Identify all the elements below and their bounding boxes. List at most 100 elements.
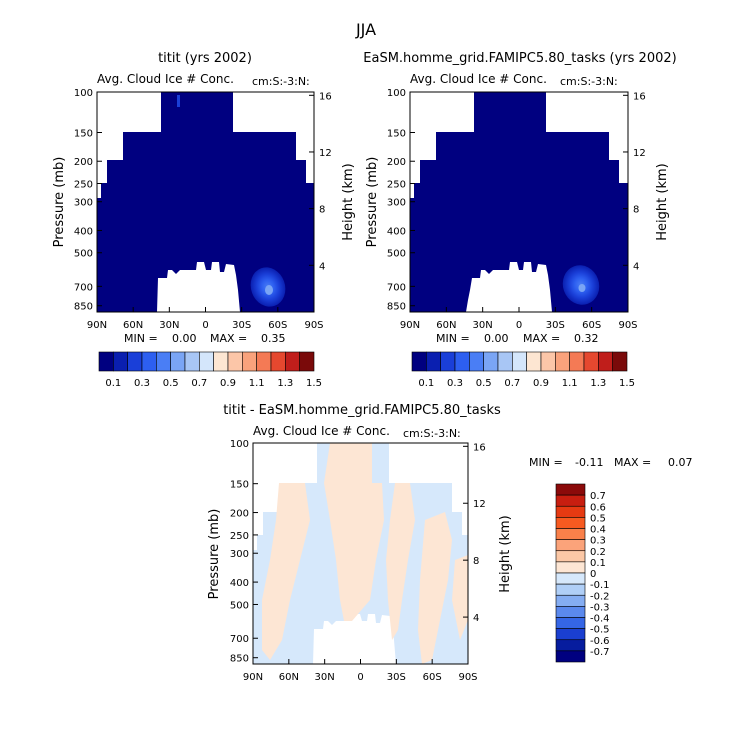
colorbar-swatch	[555, 639, 586, 652]
colorbar-label: 0.5	[163, 378, 179, 389]
colorbar-label: -0.4	[590, 614, 610, 625]
y-tick-label: 500	[230, 600, 249, 611]
panel-1-x-ticks: 90N 60N 30N 0 30S 60S 90S	[87, 307, 324, 331]
panel-1-y-right-ticks: 16 12 8 4	[309, 91, 332, 272]
y-tick-label: 100	[230, 439, 249, 450]
y-tick-label: 300	[387, 198, 406, 209]
panel-2-colorbar: 0.1 0.3 0.5 0.7 0.9 1.1 1.3 1.5	[411, 351, 635, 389]
y-right-tick-label: 8	[633, 205, 639, 216]
colorbar-swatch	[270, 351, 286, 372]
panel-2-min-value: 0.00	[484, 332, 509, 345]
colorbar-swatch	[555, 483, 586, 496]
colorbar-swatch	[497, 351, 513, 372]
y-right-tick-label: 8	[319, 205, 325, 216]
y-tick-label: 300	[230, 549, 249, 560]
panel-1-max-value: 0.35	[261, 332, 286, 345]
panel-3-min-value: -0.11	[575, 456, 603, 469]
y-tick-label: 400	[74, 226, 93, 237]
colorbar-swatch	[583, 351, 599, 372]
colorbar-swatch	[555, 617, 586, 629]
panel-3-field-positive	[262, 443, 468, 664]
panel-2-units: cm:S:-3:N:	[560, 75, 618, 88]
colorbar-swatch	[98, 351, 114, 372]
colorbar-swatch	[555, 550, 586, 563]
y-tick-label: 200	[230, 509, 249, 520]
positive-patch-nh-mid	[262, 483, 310, 660]
panel-3-y-right-ticks: 16 12 8 4	[463, 442, 486, 624]
colorbar-swatch	[555, 528, 586, 540]
panel-3-title: titit - EaSM.homme_grid.FAMIPC5.80_tasks	[223, 403, 501, 418]
colorbar-swatch	[555, 517, 586, 529]
panel-2-max-label: MAX =	[523, 332, 560, 345]
x-tick-label: 30N	[159, 320, 179, 331]
panel-2-field	[410, 92, 628, 312]
y-right-tick-label: 12	[473, 499, 486, 510]
colorbar-label: 0.3	[134, 378, 150, 389]
panel-1-max-label: MAX =	[210, 332, 247, 345]
y-right-tick-label: 16	[473, 442, 486, 453]
colorbar-label: -0.5	[590, 625, 610, 636]
panel-3-x-ticks: 90N 60N 30N 0 30S 60S 90S	[243, 659, 478, 683]
colorbar-label: -0.1	[590, 580, 610, 591]
figure-title: JJA	[355, 20, 376, 39]
colorbar-swatch	[285, 351, 300, 372]
y-right-tick-label: 12	[633, 148, 646, 159]
colorbar-label: -0.2	[590, 591, 610, 602]
panel-2-y-right-ticks: 16 12 8 4	[623, 91, 646, 272]
panel-3-min-label: MIN =	[529, 456, 563, 469]
x-tick-label: 0	[357, 672, 363, 683]
panel-2-max-value: 0.32	[574, 332, 599, 345]
y-tick-label: 700	[230, 634, 249, 645]
colorbar-swatch	[440, 351, 456, 372]
y-tick-label: 700	[74, 282, 93, 293]
panel-1-colorbar: 0.1 0.3 0.5 0.7 0.9 1.1 1.3 1.5	[98, 351, 322, 389]
colorbar-swatch	[555, 594, 586, 607]
y-tick-label: 700	[387, 282, 406, 293]
y-right-tick-label: 12	[319, 148, 332, 159]
panel-1-ylabel-right: Height (km)	[341, 163, 356, 240]
colorbar-swatch	[426, 351, 441, 372]
y-right-tick-label: 16	[319, 91, 332, 102]
x-tick-label: 30S	[546, 320, 565, 331]
x-tick-label: 60S	[423, 672, 442, 683]
colorbar-swatch	[184, 351, 200, 372]
y-right-tick-label: 8	[473, 556, 479, 567]
panel-1-units: cm:S:-3:N:	[252, 75, 310, 88]
colorbar-label: 0.2	[590, 547, 606, 558]
colorbar-swatch	[555, 505, 586, 518]
x-tick-label: 60N	[436, 320, 456, 331]
colorbar-label: 0.5	[590, 513, 606, 524]
colorbar-swatch	[598, 351, 613, 372]
y-tick-label: 100	[387, 88, 406, 99]
x-tick-label: 0	[516, 320, 522, 331]
y-tick-label: 850	[74, 302, 93, 313]
colorbar-swatch	[411, 351, 427, 372]
x-tick-label: 30N	[473, 320, 493, 331]
colorbar-swatch	[555, 572, 586, 585]
panel-2-max-core	[578, 284, 586, 292]
colorbar-swatch	[555, 628, 586, 641]
x-tick-label: 60S	[582, 320, 601, 331]
panel-3: titit - EaSM.homme_grid.FAMIPC5.80_tasks…	[207, 403, 693, 683]
colorbar-swatch	[555, 650, 586, 663]
colorbar-swatch	[242, 351, 257, 372]
colorbar-label: 0.9	[533, 378, 549, 389]
colorbar-swatch	[469, 351, 484, 372]
x-tick-label: 30N	[315, 672, 335, 683]
colorbar-swatch	[299, 351, 315, 372]
colorbar-label: 1.1	[249, 378, 265, 389]
y-tick-label: 250	[387, 180, 406, 191]
colorbar-swatch	[454, 351, 470, 372]
colorbar-swatch	[569, 351, 585, 372]
colorbar-swatch	[156, 351, 171, 372]
x-tick-label: 90S	[618, 320, 637, 331]
y-tick-label: 400	[387, 226, 406, 237]
colorbar-label: 0.7	[504, 378, 520, 389]
y-tick-label: 200	[74, 157, 93, 168]
panel-2: EaSM.homme_grid.FAMIPC5.80_tasks (yrs 20…	[363, 51, 676, 389]
positive-patch-upper-tropics	[324, 443, 384, 621]
panel-1-ylabel: Pressure (mb)	[52, 157, 67, 248]
panel-1: titit (yrs 2002) Avg. Cloud Ice # Conc. …	[52, 51, 356, 389]
panel-3-field	[253, 443, 468, 664]
panel-2-title: EaSM.homme_grid.FAMIPC5.80_tasks (yrs 20…	[363, 51, 676, 66]
